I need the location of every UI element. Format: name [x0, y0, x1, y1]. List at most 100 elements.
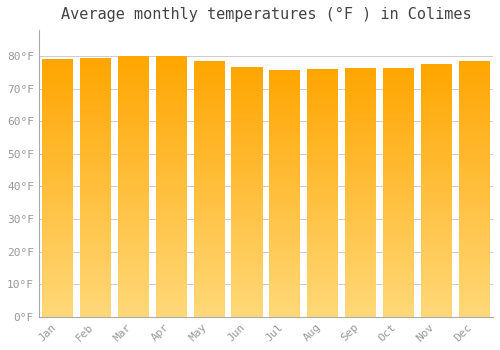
Bar [307, 224, 338, 225]
Bar [421, 246, 452, 247]
Bar [194, 153, 224, 154]
Bar [270, 267, 300, 269]
Bar [42, 100, 74, 102]
Bar [345, 94, 376, 95]
Bar [421, 83, 452, 84]
Bar [80, 274, 111, 275]
Bar [270, 303, 300, 304]
Bar [156, 168, 187, 169]
Bar [118, 58, 149, 60]
Bar [194, 305, 224, 307]
Bar [383, 259, 414, 261]
Bar [232, 302, 262, 303]
Bar [383, 190, 414, 191]
Bar [383, 242, 414, 243]
Bar [421, 236, 452, 237]
Bar [270, 79, 300, 81]
Bar [458, 74, 490, 75]
Bar [458, 272, 490, 273]
Bar [80, 277, 111, 278]
Bar [421, 169, 452, 170]
Bar [307, 174, 338, 176]
Bar [194, 168, 224, 169]
Bar [458, 245, 490, 246]
Bar [156, 201, 187, 202]
Bar [194, 173, 224, 175]
Bar [232, 286, 262, 287]
Bar [156, 73, 187, 74]
Bar [80, 82, 111, 83]
Bar [421, 193, 452, 194]
Bar [80, 296, 111, 297]
Bar [458, 155, 490, 157]
Bar [232, 312, 262, 313]
Bar [421, 229, 452, 230]
Bar [42, 192, 74, 193]
Bar [42, 152, 74, 153]
Bar [232, 85, 262, 86]
Bar [421, 126, 452, 127]
Bar [118, 104, 149, 105]
Bar [194, 280, 224, 281]
Bar [345, 119, 376, 120]
Bar [458, 103, 490, 104]
Bar [118, 225, 149, 227]
Bar [42, 179, 74, 180]
Bar [345, 181, 376, 182]
Bar [345, 218, 376, 219]
Bar [383, 155, 414, 156]
Bar [80, 60, 111, 61]
Bar [80, 298, 111, 299]
Bar [383, 147, 414, 148]
Bar [307, 219, 338, 220]
Bar [345, 170, 376, 171]
Bar [345, 258, 376, 259]
Bar [118, 159, 149, 160]
Bar [345, 245, 376, 246]
Bar [42, 272, 74, 273]
Bar [270, 222, 300, 223]
Bar [194, 177, 224, 178]
Bar [383, 146, 414, 147]
Bar [270, 73, 300, 74]
Bar [80, 168, 111, 169]
Bar [421, 199, 452, 201]
Bar [270, 138, 300, 139]
Bar [307, 270, 338, 271]
Bar [156, 312, 187, 313]
Bar [232, 75, 262, 77]
Bar [42, 214, 74, 215]
Bar [421, 173, 452, 174]
Bar [118, 206, 149, 207]
Bar [270, 218, 300, 219]
Bar [232, 282, 262, 283]
Bar [156, 254, 187, 256]
Bar [118, 151, 149, 152]
Bar [458, 75, 490, 76]
Bar [156, 234, 187, 236]
Bar [232, 283, 262, 284]
Bar [194, 147, 224, 148]
Bar [156, 313, 187, 314]
Bar [307, 233, 338, 234]
Bar [458, 175, 490, 176]
Bar [421, 226, 452, 227]
Bar [80, 265, 111, 266]
Bar [307, 246, 338, 247]
Bar [80, 94, 111, 96]
Bar [194, 278, 224, 280]
Bar [421, 110, 452, 111]
Bar [194, 239, 224, 240]
Bar [383, 314, 414, 316]
Bar [156, 207, 187, 209]
Bar [307, 93, 338, 94]
Bar [80, 83, 111, 84]
Bar [156, 114, 187, 116]
Bar [118, 173, 149, 175]
Bar [307, 135, 338, 136]
Bar [270, 165, 300, 167]
Bar [458, 194, 490, 195]
Bar [232, 288, 262, 289]
Bar [232, 257, 262, 258]
Bar [232, 149, 262, 150]
